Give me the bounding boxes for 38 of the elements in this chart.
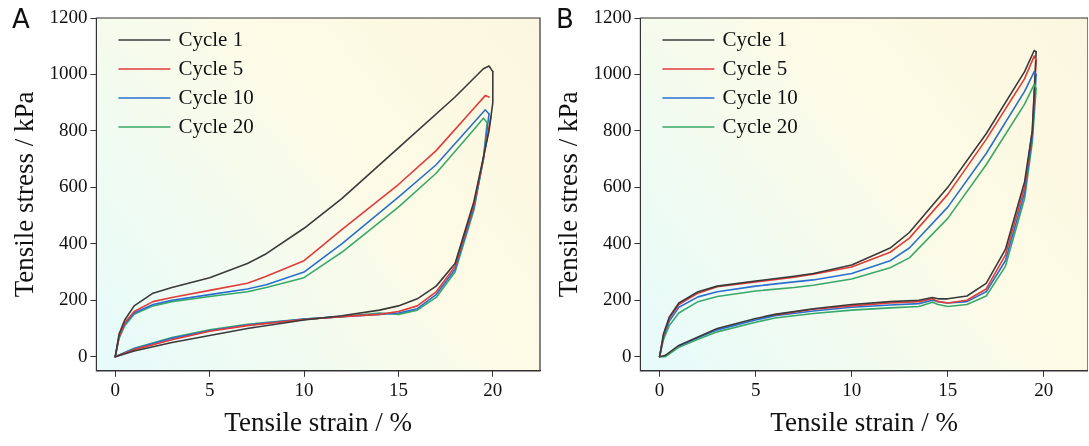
x-tick-label: 15 [938, 379, 958, 401]
y-tick-label: 200 [58, 288, 88, 310]
x-tick-label: 10 [294, 379, 314, 401]
y-tick-label: 0 [621, 344, 632, 366]
y-tick-label: 1000 [593, 62, 632, 84]
legend-label: Cycle 5 [178, 55, 244, 80]
y-axis-title: Tensile stress / kPa [553, 91, 584, 298]
x-tick-label: 20 [1034, 379, 1054, 401]
x-tick-label: 15 [388, 379, 408, 401]
x-tick-label: 5 [204, 379, 215, 401]
x-tick-label: 0 [654, 379, 665, 401]
x-tick-label: 0 [110, 379, 121, 401]
text: B [556, 3, 574, 34]
legend-label: Cycle 10 [722, 84, 798, 109]
x-tick-label: 10 [842, 379, 862, 401]
y-tick-label: 800 [58, 118, 88, 140]
y-tick-label: 600 [602, 175, 632, 197]
x-tick-label: 20 [483, 379, 503, 401]
y-tick-label: 1200 [49, 5, 88, 27]
x-axis-title: Tensile strain / % [770, 406, 959, 437]
y-tick-label: 1200 [593, 5, 632, 27]
legend-label: Cycle 10 [178, 84, 254, 109]
y-tick-label: 400 [58, 231, 88, 253]
y-tick-label: 1000 [49, 62, 88, 84]
y-tick-label: 200 [602, 288, 632, 310]
legend-label: Cycle 1 [722, 26, 788, 51]
text: A [12, 3, 30, 34]
x-axis-title: Tensile strain / % [224, 406, 413, 437]
y-tick-label: 0 [77, 344, 88, 366]
legend-label: Cycle 1 [178, 26, 244, 51]
y-axis-title: Tensile stress / kPa [9, 91, 40, 298]
y-tick-label: 800 [602, 118, 632, 140]
x-tick-label: 5 [750, 379, 761, 401]
y-tick-label: 600 [58, 175, 88, 197]
legend-label: Cycle 20 [178, 113, 254, 138]
legend-label: Cycle 20 [722, 113, 798, 138]
legend-label: Cycle 5 [722, 55, 788, 80]
y-tick-label: 400 [602, 231, 632, 253]
